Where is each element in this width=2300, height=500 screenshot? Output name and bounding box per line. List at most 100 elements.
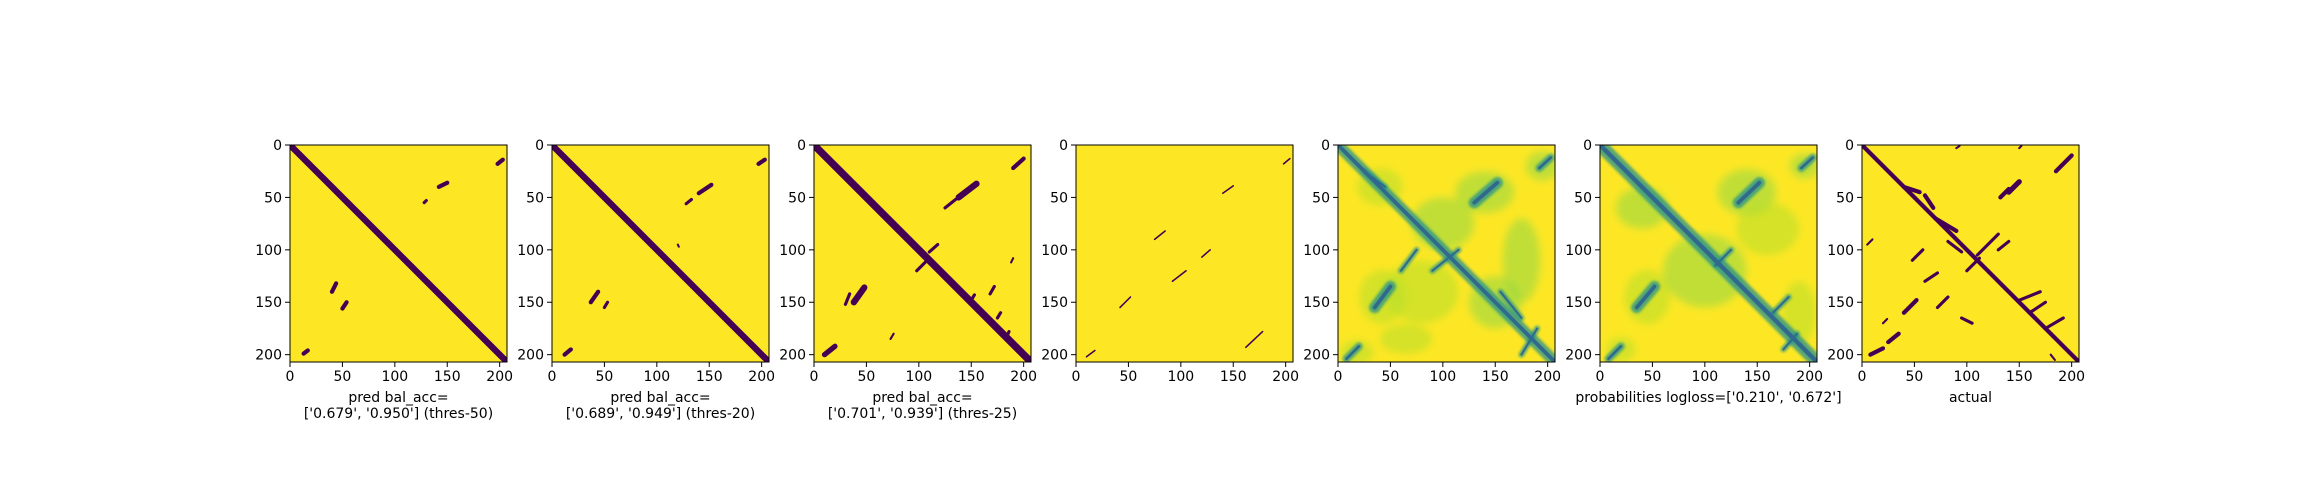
- contact-segment: [1011, 156, 1026, 171]
- contact-segment: [676, 243, 680, 248]
- y-tick-label: 50: [1574, 190, 1592, 206]
- contact-segment: [1171, 270, 1187, 283]
- x-tick-label: 100: [643, 369, 670, 385]
- x-tick-label: 100: [1953, 369, 1980, 385]
- contact-segment: [1010, 257, 1015, 264]
- panel-caption: ['0.679', '0.950'] (thres-50): [304, 406, 493, 422]
- x-tick-label: 100: [1691, 369, 1718, 385]
- probability-blob: [1502, 218, 1541, 303]
- contact-segment: [436, 180, 450, 190]
- y-tick-label: 0: [273, 138, 282, 154]
- probability-core-segment: [1538, 156, 1553, 170]
- contact-segment: [2043, 316, 2065, 331]
- x-tick-label: 0: [810, 369, 819, 385]
- probability-core-segment: [1363, 170, 1387, 188]
- y-tick-label: 150: [1303, 295, 1330, 311]
- y-tick-label: 200: [1303, 348, 1330, 364]
- y-tick-label: 100: [779, 243, 806, 259]
- y-tick-label: 0: [1845, 138, 1854, 154]
- contact-segment: [988, 284, 996, 296]
- heatmap-image: [1862, 145, 2079, 362]
- contact-segment: [915, 260, 927, 273]
- contact-segment: [1955, 145, 1961, 150]
- x-tick-label: 200: [2058, 369, 2085, 385]
- y-tick-label: 50: [1050, 190, 1068, 206]
- contact-segment: [1901, 184, 1922, 195]
- panel-caption: pred bal_acc=: [872, 390, 972, 406]
- contact-segment: [1922, 193, 1936, 210]
- contact-segment: [2018, 145, 2023, 150]
- probability-core-segment: [1372, 284, 1393, 310]
- panel-caption: actual: [1949, 390, 1992, 406]
- x-tick-label: 200: [1534, 369, 1561, 385]
- contact-segment: [756, 157, 767, 166]
- contact-segment: [552, 145, 769, 362]
- contact-segment: [1965, 256, 1981, 273]
- contact-segment: [889, 332, 895, 340]
- contact-segment: [969, 293, 976, 302]
- contact-segment: [1946, 239, 1964, 254]
- probability-core-segment: [1600, 145, 1817, 362]
- contact-segment: [1881, 317, 1889, 325]
- y-tick-label: 150: [517, 295, 544, 311]
- panel-caption: ['0.701', '0.939'] (thres-25): [828, 406, 1017, 422]
- heatmap-image: [1338, 145, 1555, 362]
- x-tick-label: 50: [858, 369, 876, 385]
- y-tick-label: 0: [1321, 138, 1330, 154]
- y-tick-label: 50: [1836, 190, 1854, 206]
- x-tick-label: 50: [1120, 369, 1138, 385]
- y-tick-label: 150: [1565, 295, 1592, 311]
- contact-segment: [422, 198, 428, 205]
- y-tick-label: 50: [526, 190, 544, 206]
- y-tick-label: 0: [1583, 138, 1592, 154]
- x-tick-label: 200: [486, 369, 513, 385]
- panel-caption: probabilities logloss=['0.210', '0.672']: [1575, 390, 1841, 406]
- x-tick-label: 0: [548, 369, 557, 385]
- contact-segment: [1201, 249, 1211, 258]
- axes-frame: [1599, 144, 1818, 363]
- x-tick-label: 50: [596, 369, 614, 385]
- x-tick-label: 200: [1272, 369, 1299, 385]
- probability-core-segment: [1736, 180, 1762, 205]
- contact-segment: [301, 348, 310, 356]
- contact-segment: [602, 300, 610, 310]
- contact-segment: [1960, 316, 1974, 325]
- contact-segment: [1153, 230, 1166, 241]
- contact-segment: [843, 292, 852, 306]
- contact-segment: [1282, 157, 1291, 165]
- probability-core-segment: [1634, 284, 1657, 310]
- contact-segment: [814, 145, 1031, 362]
- contact-segment: [2028, 300, 2048, 315]
- probability-core-segment: [1714, 248, 1732, 267]
- contact-segment: [329, 281, 339, 294]
- contact-segment: [821, 343, 838, 358]
- x-tick-label: 100: [1429, 369, 1456, 385]
- contact-segment: [1901, 298, 1919, 315]
- x-tick-label: 100: [381, 369, 408, 385]
- contact-segment: [1119, 296, 1132, 309]
- probability-core-segment: [1800, 156, 1815, 170]
- y-tick-label: 0: [535, 138, 544, 154]
- y-tick-label: 100: [1565, 243, 1592, 259]
- probability-core-segment: [1399, 248, 1418, 272]
- contact-segment: [696, 182, 714, 196]
- y-tick-label: 50: [264, 190, 282, 206]
- x-tick-label: 200: [1796, 369, 1823, 385]
- contact-segment: [562, 347, 573, 357]
- x-tick-label: 150: [1220, 369, 1247, 385]
- contact-segment: [1004, 330, 1011, 341]
- probability-core-segment: [1338, 145, 1555, 362]
- contact-segment: [1910, 248, 1925, 262]
- y-tick-label: 100: [1041, 243, 1068, 259]
- contact-segment: [1221, 185, 1235, 195]
- y-tick-label: 50: [1312, 190, 1330, 206]
- panel-caption: pred bal_acc=: [348, 390, 448, 406]
- probability-core-segment: [1345, 345, 1361, 361]
- y-tick-label: 0: [1059, 138, 1068, 154]
- y-tick-label: 100: [1303, 243, 1330, 259]
- probability-core-segment: [1520, 327, 1539, 356]
